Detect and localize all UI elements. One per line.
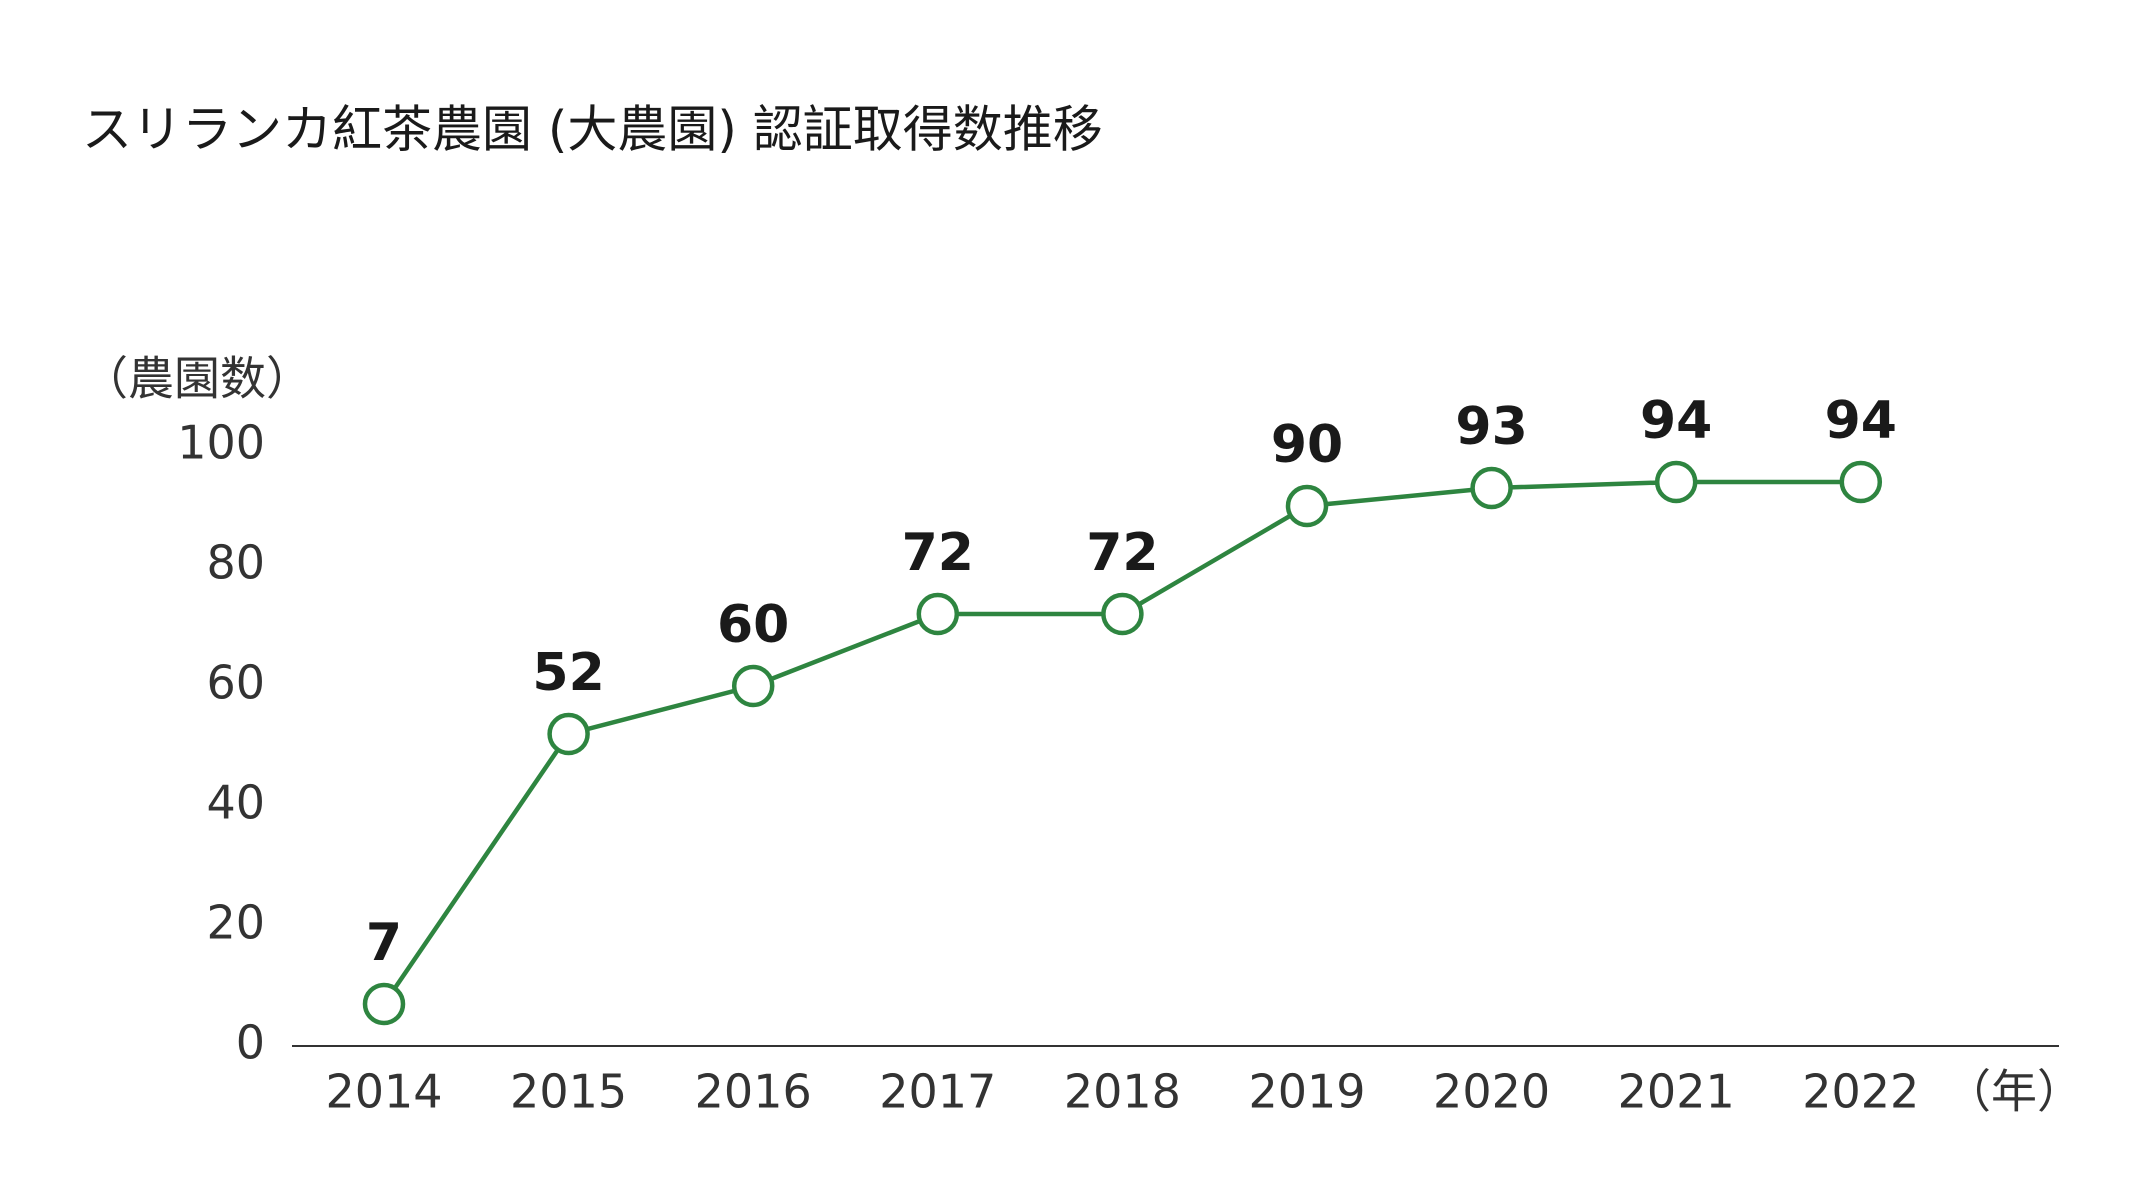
y-tick-label: 100 [177,416,265,470]
x-tick-label: 2022 [1802,1065,1919,1119]
data-point [1285,484,1329,528]
data-label: 94 [1825,391,1897,451]
data-point [1101,592,1144,636]
y-tick-label: 80 [206,536,265,590]
data-label: 94 [1640,391,1712,451]
y-tick-label: 60 [206,656,265,710]
data-point [1470,466,1513,510]
chart-title: スリランカ紅茶農園 (大農園) 認証取得数推移 [82,101,1103,159]
y-tick-label: 0 [236,1016,265,1070]
data-point [362,982,406,1026]
x-axis-label: （年） [1945,1065,2083,1119]
data-point [916,592,960,636]
x-tick-label: 2019 [1248,1065,1365,1119]
x-tick-label: 2021 [1618,1065,1735,1119]
x-tick-label: 2015 [510,1065,627,1119]
x-tick-label: 2017 [879,1065,996,1119]
data-label: 60 [717,595,789,655]
x-tick-label: 2014 [325,1065,442,1119]
data-label: 72 [902,523,974,583]
data-label: 7 [366,913,402,973]
data-label: 72 [1086,523,1158,583]
x-tick-label: 2020 [1433,1065,1550,1119]
y-axis-label: （農園数） [82,352,312,406]
x-tick-label: 2016 [695,1065,812,1119]
data-label: 93 [1455,397,1527,457]
data-point [1654,460,1698,504]
data-point [1839,460,1883,504]
data-label: 52 [532,643,604,703]
y-tick-label: 40 [206,776,265,830]
x-tick-label: 2018 [1064,1065,1181,1119]
data-point [547,712,590,756]
y-tick-label: 20 [206,896,265,950]
data-point [731,664,775,708]
data-label: 90 [1271,415,1343,475]
